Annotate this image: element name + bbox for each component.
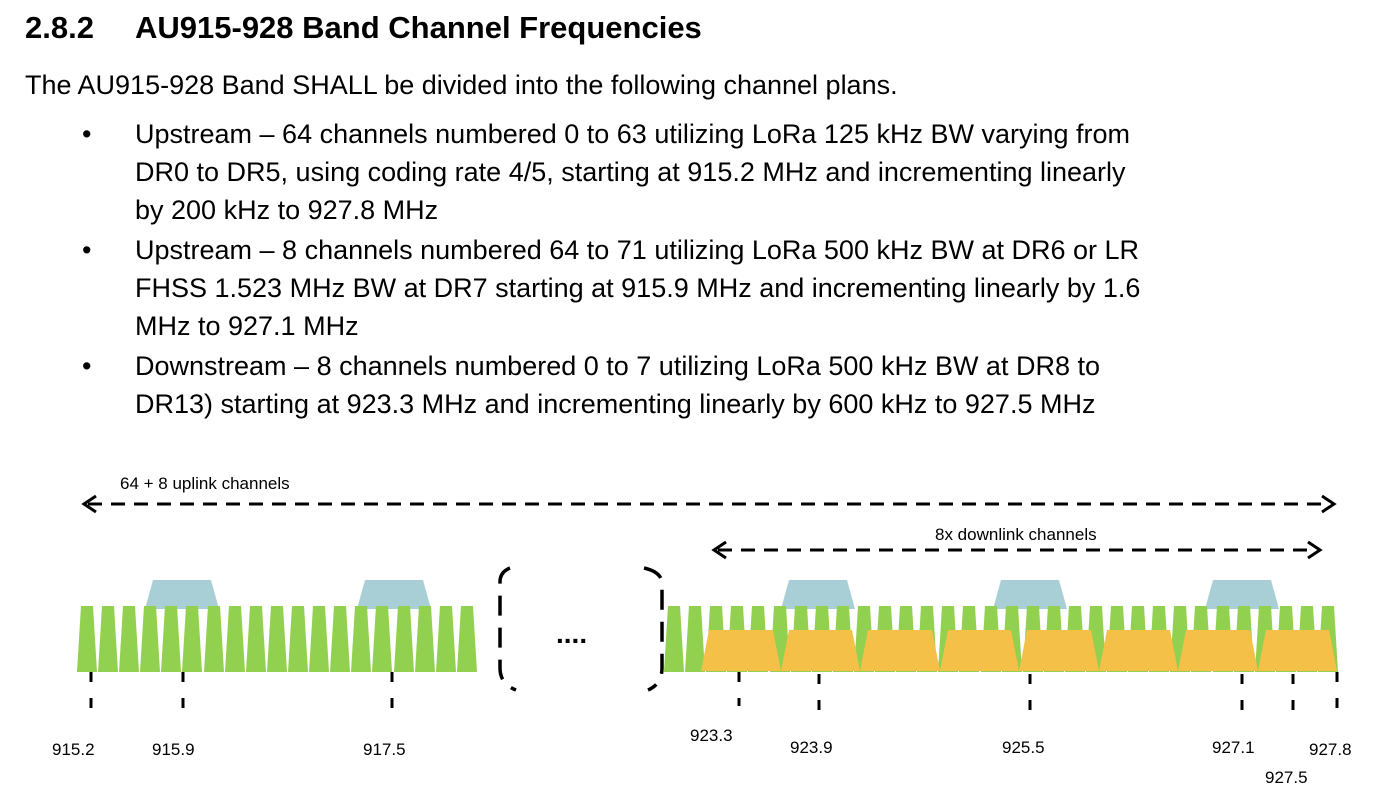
uplink-125khz-channel [415, 606, 435, 672]
downlink-label: 8x downlink channels [935, 525, 1097, 544]
downlink-500khz-channel [860, 630, 940, 671]
uplink-125khz-channel [267, 606, 287, 672]
uplink-500khz-channel [781, 580, 855, 609]
list-item: • Upstream – 8 channels numbered 64 to 7… [80, 231, 1380, 345]
bullet-2-line-1: Upstream – 8 channels numbered 64 to 71 … [135, 235, 1140, 265]
uplink-125khz-channel [372, 606, 392, 672]
section-number: 2.8.2 [25, 10, 94, 45]
downlink-500khz-channels [701, 630, 1337, 671]
channel-plan-list: • Upstream – 64 channels numbered 0 to 6… [80, 115, 1380, 425]
ellipsis: .... [556, 618, 587, 649]
uplink-125khz-channel [457, 606, 477, 672]
uplink-125khz-channel [204, 606, 224, 672]
downlink-500khz-channel [940, 630, 1019, 671]
uplink-125khz-channel [98, 606, 118, 672]
uplink-125khz-channel [288, 606, 308, 672]
downlink-arrow [711, 540, 1323, 560]
downlink-500khz-channel [781, 630, 860, 671]
uplink-125khz-channel [77, 606, 97, 672]
uplink-125khz-channel [119, 606, 139, 672]
uplink-125khz-channel [161, 606, 181, 672]
uplink-125khz-channel [225, 606, 245, 672]
freq-label-925-5: 925.5 [1002, 738, 1045, 757]
bullet-1-line-1: Upstream – 64 channels numbered 0 to 63 … [135, 119, 1130, 149]
uplink-125khz-channel [309, 606, 329, 672]
uplink-500khz-channel [993, 580, 1067, 609]
section-heading: 2.8.2 AU915-928 Band Channel Frequencies [25, 10, 702, 46]
list-item: • Upstream – 64 channels numbered 0 to 6… [80, 115, 1380, 229]
bullet-2-line-2: FHSS 1.523 MHz BW at DR7 starting at 915… [135, 273, 1141, 303]
freq-label-927-5: 927.5 [1265, 768, 1308, 787]
intro-paragraph: The AU915-928 Band SHALL be divided into… [25, 70, 898, 100]
uplink-125khz-channel [436, 606, 456, 672]
bullet-icon: • [82, 351, 92, 381]
freq-label-923-3: 923.3 [690, 726, 733, 745]
uplink-arrow [81, 494, 1337, 514]
freq-label-917-5: 917.5 [363, 740, 406, 759]
bullet-3-line-2: DR13) starting at 923.3 MHz and incremen… [135, 389, 1096, 419]
bullet-1-line-3: by 200 kHz to 927.8 MHz [135, 195, 439, 225]
uplink-125khz-channel [351, 606, 371, 672]
freq-label-927-8: 927.8 [1309, 740, 1352, 759]
freq-label-923-9: 923.9 [790, 738, 833, 757]
freq-label-915-2: 915.2 [52, 740, 95, 759]
right-bracket [643, 566, 664, 692]
uplink-label: 64 + 8 uplink channels [120, 474, 290, 493]
left-bracket [498, 566, 517, 692]
freq-label-915-9: 915.9 [152, 740, 195, 759]
uplink-500khz-channels [145, 580, 1279, 609]
section-title: AU915-928 Band Channel Frequencies [135, 10, 702, 45]
downlink-500khz-channel [1099, 630, 1178, 671]
uplink-125khz-channel [140, 606, 160, 672]
bullet-3-line-1: Downstream – 8 channels numbered 0 to 7 … [135, 351, 1100, 381]
bullet-2-line-3: MHz to 927.1 MHz [135, 311, 359, 341]
freq-label-927-1: 927.1 [1212, 738, 1255, 757]
uplink-125khz-channel [664, 606, 684, 672]
uplink-500khz-channel [145, 580, 219, 609]
downlink-500khz-channel [701, 630, 781, 671]
uplink-125khz-channel [246, 606, 266, 672]
channel-diagram: 64 + 8 uplink channels 8x downlink chann… [52, 474, 1352, 787]
bullet-1-line-2: DR0 to DR5, using coding rate 4/5, start… [135, 157, 1126, 187]
downlink-500khz-channel [1019, 630, 1099, 671]
uplink-500khz-channel [357, 580, 431, 609]
downlink-500khz-channel [1178, 630, 1258, 671]
uplink-125khz-channel [685, 606, 705, 672]
downlink-500khz-channel [1258, 630, 1337, 671]
bullet-icon: • [82, 235, 92, 265]
uplink-125khz-channel [394, 606, 414, 672]
uplink-125khz-channel [330, 606, 350, 672]
list-item: • Downstream – 8 channels numbered 0 to … [80, 347, 1380, 423]
bullet-icon: • [82, 119, 92, 149]
uplink-500khz-channel [1205, 580, 1279, 609]
frequency-ticks [89, 672, 1339, 726]
uplink-125khz-channel [182, 606, 202, 672]
